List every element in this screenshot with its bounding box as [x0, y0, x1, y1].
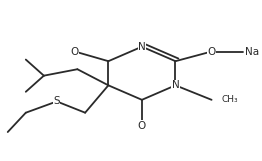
Text: O: O	[71, 47, 79, 57]
Text: S: S	[53, 96, 60, 106]
Text: N: N	[172, 80, 179, 90]
Text: O: O	[138, 121, 146, 131]
Text: Na: Na	[245, 47, 259, 57]
Text: O: O	[208, 47, 216, 57]
Text: N: N	[138, 42, 146, 52]
Text: CH₃: CH₃	[222, 95, 238, 104]
